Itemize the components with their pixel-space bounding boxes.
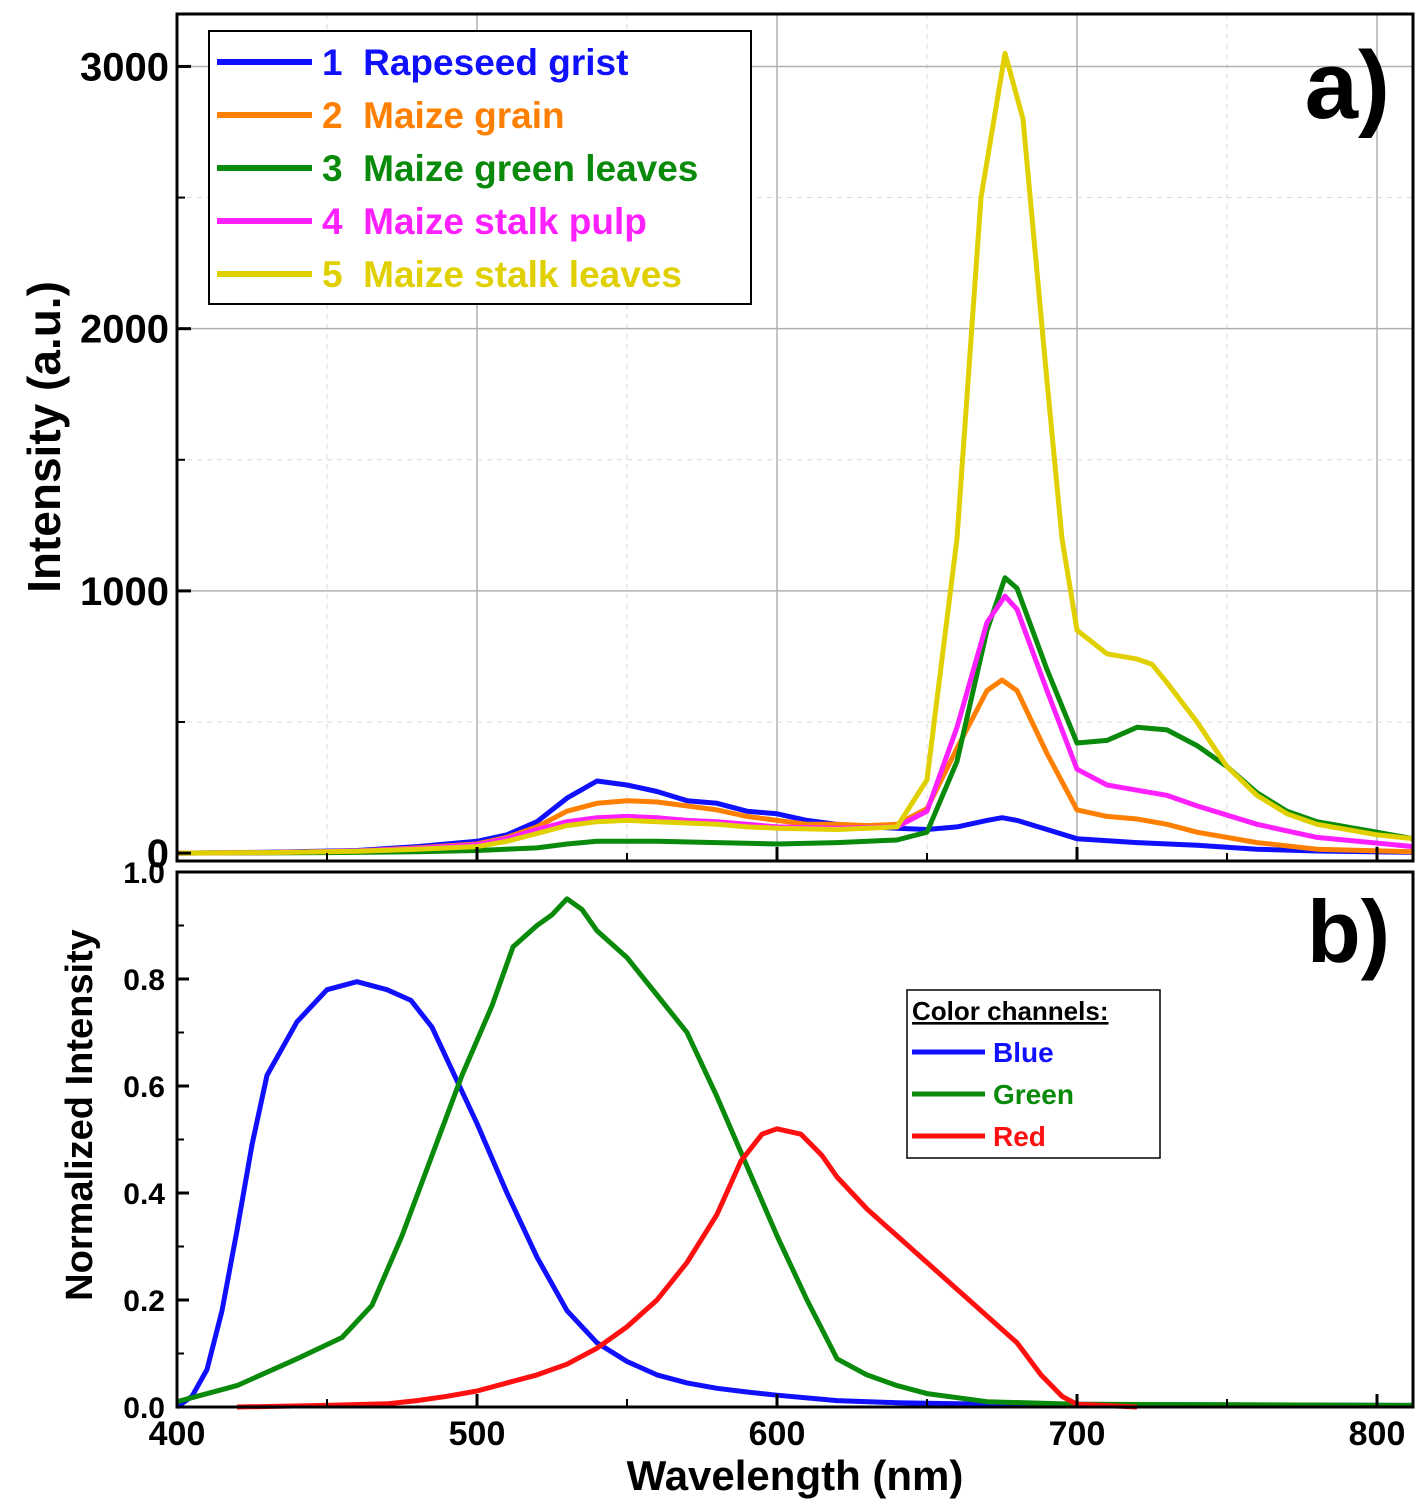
panel-a-legend: 1 Rapeseed grist 2 Maize grain 3 Maize gre… <box>208 30 752 305</box>
y-tick-label: 2000 <box>80 308 169 352</box>
y-tick-label: 0 <box>147 832 169 876</box>
channel-line-blue <box>175 979 1414 1410</box>
y-tick-label: 0.6 <box>123 1071 165 1104</box>
legend-label-green: Green <box>993 1079 1074 1110</box>
panel-b-x-axis-label: Wavelength (nm) <box>627 1452 964 1499</box>
panel-a-label: a) <box>1305 32 1390 139</box>
panel-a-y-ticks: 0 1000 2000 3000 <box>80 45 191 876</box>
panel-b-legend-box <box>906 989 1161 1159</box>
y-tick-label: 0.0 <box>123 1392 165 1425</box>
y-tick-label: 3000 <box>80 45 169 89</box>
legend-label-5-maize-stalk-leaves: 5 Maize stalk leaves <box>322 254 682 295</box>
x-tick-label: 400 <box>149 1415 206 1453</box>
series-line-3-maize-green-leaves <box>176 575 1414 856</box>
panel-b: 0.0 0.2 0.4 0.6 0.8 1.0 400 500 600 700 800 Norma… <box>59 857 1415 1499</box>
panel-a-x-ticks <box>326 847 1379 861</box>
panel-a-frame <box>175 12 1415 863</box>
panel-b-legend-title: Color channels: <box>912 996 1108 1026</box>
series-line-4-maize-stalk-pulp <box>176 593 1414 856</box>
panel-b-frame <box>175 870 1415 1409</box>
panel-b-y-ticks: 0.0 0.2 0.4 0.6 0.8 1.0 <box>123 857 189 1425</box>
y-tick-label: 0.2 <box>123 1285 165 1318</box>
panel-a: 0 1000 2000 3000 Intensity (a.u.) a) 1 Rape… <box>18 12 1415 876</box>
legend-label-4-maize-stalk-pulp: 4 Maize stalk pulp <box>322 201 647 242</box>
panel-b-y-axis-label: Normalized Intensity <box>59 929 101 1301</box>
panel-b-label: b) <box>1307 882 1390 981</box>
legend-label-3-maize-green-leaves: 3 Maize green leaves <box>322 148 698 189</box>
channel-line-red <box>236 1126 1138 1410</box>
panel-b-x-ticks: 400 500 600 700 800 <box>149 1394 1406 1453</box>
channel-line-green <box>176 896 1414 1408</box>
legend-label-blue: Blue <box>993 1037 1054 1068</box>
y-tick-label: 0.4 <box>123 1178 165 1211</box>
x-tick-label: 500 <box>449 1415 506 1453</box>
x-tick-label: 800 <box>1349 1415 1406 1453</box>
panel-a-legend-box <box>208 30 752 305</box>
panel-b-series <box>175 896 1414 1410</box>
x-tick-label: 700 <box>1049 1415 1106 1453</box>
legend-label-2-maize-grain: 2 Maize grain <box>322 95 565 136</box>
y-tick-label: 0.8 <box>123 964 165 997</box>
x-tick-label: 600 <box>749 1415 806 1453</box>
legend-label-1-rapeseed-grist: 1 Rapeseed grist <box>322 42 628 83</box>
panel-a-y-axis-label: Intensity (a.u.) <box>18 281 70 593</box>
panel-a-series <box>176 50 1414 856</box>
y-tick-label: 1.0 <box>123 857 165 890</box>
series-line-5-maize-stalk-leaves <box>176 50 1414 856</box>
panel-b-legend: Color channels: Blue Green Red <box>906 989 1161 1159</box>
legend-label-red: Red <box>993 1121 1046 1152</box>
y-tick-label: 1000 <box>80 570 169 614</box>
